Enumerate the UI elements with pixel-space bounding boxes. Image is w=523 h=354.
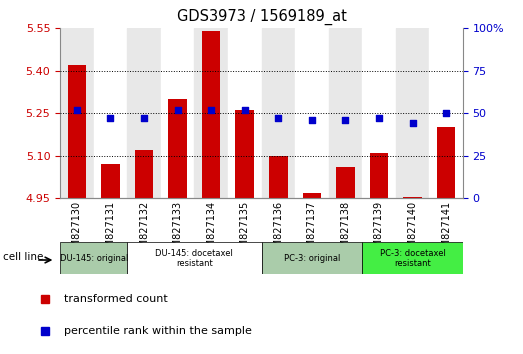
Point xyxy=(408,121,417,126)
Bar xyxy=(127,242,262,274)
Bar xyxy=(262,28,295,198)
Bar xyxy=(303,193,321,198)
Bar xyxy=(269,156,288,198)
Bar xyxy=(262,242,362,274)
Point xyxy=(73,107,81,113)
Bar xyxy=(202,31,220,198)
Point xyxy=(375,115,383,121)
Point xyxy=(308,117,316,123)
Bar xyxy=(429,28,463,198)
Bar xyxy=(336,167,355,198)
Bar xyxy=(228,28,262,198)
Point xyxy=(274,115,282,121)
Point xyxy=(140,115,148,121)
Bar xyxy=(168,99,187,198)
Text: percentile rank within the sample: percentile rank within the sample xyxy=(64,326,252,336)
Bar xyxy=(94,28,127,198)
Bar xyxy=(370,153,388,198)
Point xyxy=(207,107,215,113)
Text: cell line: cell line xyxy=(3,252,43,262)
Text: transformed count: transformed count xyxy=(64,294,167,304)
Bar xyxy=(127,28,161,198)
Text: PC-3: docetaxel
resistant: PC-3: docetaxel resistant xyxy=(380,249,446,268)
Text: DU-145: docetaxel
resistant: DU-145: docetaxel resistant xyxy=(155,249,233,268)
Bar xyxy=(328,28,362,198)
Bar xyxy=(396,28,429,198)
Text: GDS3973 / 1569189_at: GDS3973 / 1569189_at xyxy=(177,9,346,25)
Bar xyxy=(295,28,328,198)
Bar xyxy=(403,197,422,198)
Point xyxy=(106,115,115,121)
Point xyxy=(442,110,450,116)
Bar xyxy=(60,28,94,198)
Bar xyxy=(161,28,195,198)
Bar xyxy=(195,28,228,198)
Bar xyxy=(235,110,254,198)
Text: DU-145: original: DU-145: original xyxy=(60,254,128,263)
Point xyxy=(341,117,349,123)
Bar xyxy=(67,65,86,198)
Point xyxy=(241,107,249,113)
Bar xyxy=(362,28,396,198)
Bar xyxy=(362,242,463,274)
Bar xyxy=(135,150,153,198)
Point xyxy=(174,107,182,113)
Text: PC-3: original: PC-3: original xyxy=(283,254,340,263)
Bar xyxy=(60,242,127,274)
Bar xyxy=(437,127,456,198)
Bar xyxy=(101,164,120,198)
